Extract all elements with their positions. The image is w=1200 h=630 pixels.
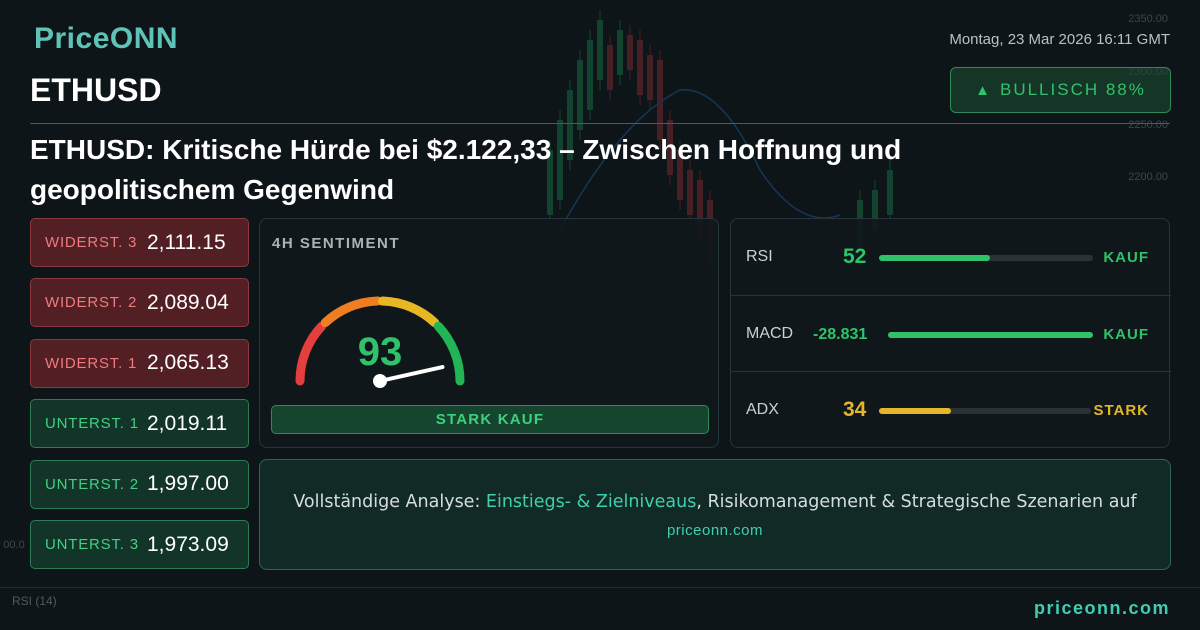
sentiment-panel: 4H SENTIMENT 93 STARK KAUF	[259, 218, 719, 448]
cta-site-link[interactable]: priceonn.com	[666, 522, 764, 539]
indicator-value: 52	[843, 245, 867, 268]
bg-rsi-period: (14)	[35, 594, 57, 608]
indicators-panel: RSI 52 KAUF MACD -28.831 KAUF ADX 34 STARK	[730, 218, 1171, 448]
level-label: WIDERST. 1	[45, 354, 138, 372]
level-value: 2,089.04	[147, 290, 229, 314]
indicator-track	[888, 332, 1093, 338]
bg-candle-body	[872, 190, 878, 230]
timestamp: Montag, 23 Mar 2026 16:11 GMT	[949, 31, 1170, 48]
bg-candle-body	[647, 55, 653, 100]
gauge-pivot	[373, 374, 387, 388]
bg-candle-body	[557, 120, 563, 200]
indicator-macd: MACD -28.831 KAUF	[731, 295, 1171, 371]
priceonn-logo: PriceONN	[34, 22, 179, 55]
level-label: WIDERST. 2	[45, 294, 138, 312]
bg-candle-body	[597, 20, 603, 80]
bg-rsi-name: RSI	[12, 594, 33, 608]
gauge-needle	[378, 365, 445, 383]
gauge-score: 93	[358, 330, 403, 374]
bg-candle-body	[887, 170, 893, 215]
indicator-adx: ADX 34 STARK	[731, 371, 1171, 447]
bg-price-label: 2250.00	[1128, 119, 1168, 131]
gauge-segment	[320, 296, 382, 328]
bg-candle-body	[617, 30, 623, 75]
bg-candle-body	[627, 35, 633, 70]
header-divider	[30, 123, 1170, 124]
indicator-rsi: RSI 52 KAUF	[731, 219, 1171, 295]
bg-candle-body	[607, 45, 613, 90]
cta-text: Vollständige Analyse: Einstiegs- & Zieln…	[260, 492, 1170, 512]
bg-price-label: 2200.00	[1128, 171, 1168, 183]
bg-rsi-label: RSI (14)	[12, 594, 57, 608]
level-label: UNTERST. 3	[45, 536, 139, 553]
analysis-cta[interactable]: Vollständige Analyse: Einstiegs- & Zieln…	[259, 459, 1171, 570]
bg-candle-body	[637, 40, 643, 95]
bg-candle-body	[697, 180, 703, 240]
bg-candle-body	[547, 150, 553, 215]
support-level-1: UNTERST. 1 2,019.11	[30, 399, 249, 449]
resistance-level-2: WIDERST. 2 2,089.04	[30, 278, 249, 328]
sentiment-title: 4H SENTIMENT	[272, 235, 401, 252]
footer-site-link[interactable]: priceonn.com	[1033, 598, 1170, 618]
arrow-up-icon: ▲	[975, 81, 990, 99]
indicator-value: -28.831	[813, 326, 868, 343]
bullish-badge: ▲ BULLISCH 88%	[950, 67, 1171, 113]
bg-band-line	[559, 89, 841, 231]
gauge-segment	[295, 321, 327, 386]
bg-candle-body	[657, 60, 663, 140]
level-value: 1,973.09	[147, 532, 229, 556]
sentiment-signal: STARK KAUF	[271, 405, 709, 434]
bg-candle-body	[587, 40, 593, 110]
level-value: 1,997.00	[147, 472, 229, 496]
cta-suffix: , Risikomanagement & Strategische Szenar…	[696, 492, 1137, 512]
badge-label: BULLISCH 88%	[999, 80, 1146, 99]
support-level-2: UNTERST. 2 1,997.00	[30, 459, 249, 509]
bg-candle-body	[687, 170, 693, 215]
indicator-signal: STARK	[1093, 402, 1149, 419]
support-level-3: UNTERST. 3 1,973.09	[30, 520, 249, 569]
gauge-segment	[433, 321, 465, 386]
indicator-name: ADX	[746, 401, 779, 418]
indicator-value: 34	[843, 398, 867, 421]
bg-price-label: 2350.00	[1128, 13, 1168, 25]
indicator-signal: KAUF	[1103, 326, 1149, 343]
cta-link[interactable]: Einstiegs- & Zielniveaus	[485, 492, 697, 512]
indicator-fill	[888, 332, 1093, 338]
bg-candle-body	[567, 90, 573, 160]
gauge-segment	[378, 296, 440, 328]
bg-candle-body	[677, 150, 683, 200]
indicator-track	[879, 255, 1093, 261]
bg-candle-body	[577, 60, 583, 130]
indicator-fill	[879, 255, 991, 261]
level-label: WIDERST. 3	[45, 234, 138, 251]
level-value: 2,019.11	[147, 411, 228, 435]
indicator-fill	[879, 408, 952, 414]
resistance-level-3: WIDERST. 3 2,111.15	[30, 218, 249, 267]
symbol-title: ETHUSD	[30, 72, 162, 108]
level-value: 2,111.15	[147, 230, 226, 254]
indicator-name: MACD	[746, 325, 794, 342]
sentiment-gauge: 93	[295, 296, 465, 388]
indicator-track	[879, 408, 1091, 414]
bg-candle-body	[667, 120, 673, 175]
bg-price-label: 00.0	[3, 539, 24, 551]
bottom-divider	[0, 587, 1200, 588]
indicator-name: RSI	[746, 248, 773, 265]
indicator-signal: KAUF	[1103, 249, 1149, 266]
level-label: UNTERST. 1	[45, 415, 139, 433]
cta-prefix: Vollständige Analyse:	[293, 492, 486, 512]
headline: ETHUSD: Kritische Hürde bei $2.122,33 – …	[30, 134, 902, 205]
level-label: UNTERST. 2	[45, 475, 139, 493]
level-value: 2,065.13	[147, 351, 229, 375]
resistance-level-1: WIDERST. 1 2,065.13	[30, 338, 249, 388]
